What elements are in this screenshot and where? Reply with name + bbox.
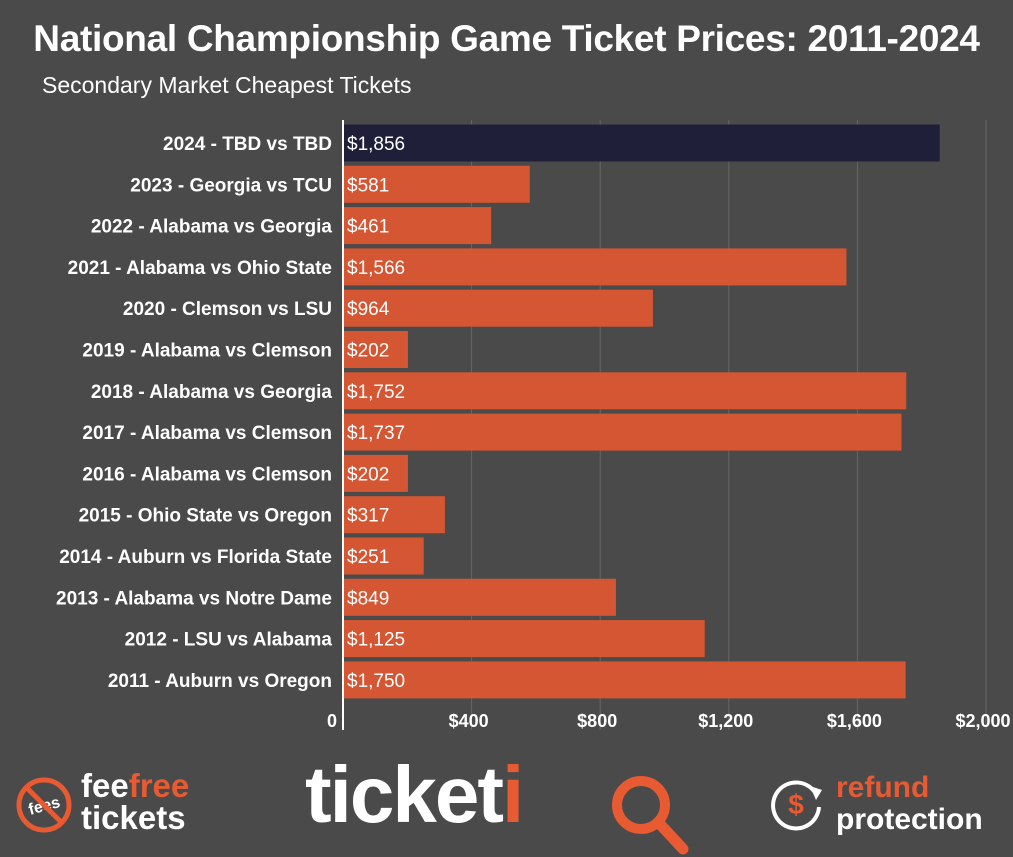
tickets-word: tickets (81, 799, 186, 836)
x-tick-label: $1,200 (698, 711, 753, 731)
bar (344, 165, 530, 203)
category-label: 2013 - Alabama vs Notre Dame (56, 588, 332, 609)
bar-value-label: $849 (347, 588, 389, 609)
fee-word: fee (81, 767, 129, 804)
category-label: 2024 - TBD vs TBD (163, 134, 332, 155)
bar-value-label: $1,566 (347, 258, 405, 279)
free-word: free (128, 767, 190, 804)
bar (344, 537, 424, 575)
x-tick-label: $1,600 (827, 711, 882, 731)
bar (344, 496, 445, 534)
bar (344, 620, 705, 658)
x-tick-label: $400 (449, 711, 489, 731)
bar-value-label: $317 (347, 506, 389, 527)
category-label: 2015 - Ohio State vs Oregon (79, 506, 332, 527)
bar (344, 413, 902, 451)
category-label: 2019 - Alabama vs Clemson (82, 341, 332, 362)
footer: fees feefree tickets ticketi $ refund pr… (0, 745, 1013, 855)
category-label: 2023 - Georgia vs TCU (130, 175, 332, 196)
refund-protection-text: refund protection (836, 772, 983, 836)
protection-word: protection (836, 803, 983, 836)
category-label: 2016 - Alabama vs Clemson (82, 464, 332, 485)
category-label: 2018 - Alabama vs Georgia (91, 382, 333, 403)
ticketiq-wordmark: ticketi (305, 755, 524, 835)
bar (344, 207, 492, 245)
bar (344, 331, 408, 368)
bar-value-label: $202 (347, 341, 389, 362)
bar-value-label: $202 (347, 464, 389, 485)
x-tick-label: $2,000 (955, 711, 1010, 731)
x-tick-label: $800 (577, 711, 617, 731)
refund-dollar-icon: $ (771, 780, 822, 831)
bar (344, 661, 906, 699)
ticketiq-logo: ticketi (305, 755, 705, 855)
bar-chart: $1,856 $581 $461 $1,566 $964 $202 $1,752 $1,737… (56, 120, 1011, 731)
category-label: 2012 - LSU vs Alabama (125, 630, 333, 651)
bar-value-label: $1,125 (347, 630, 405, 651)
bar (344, 578, 616, 616)
category-label: 2020 - Clemson vs LSU (123, 299, 332, 320)
refund-word: refund (836, 771, 930, 804)
bar-value-label: $1,856 (347, 134, 405, 155)
category-labels: 2024 - TBD vs TBD 2023 - Georgia vs TCU 20… (56, 134, 332, 692)
bar-value-label: $1,750 (347, 671, 405, 692)
bar-value-label: $581 (347, 175, 389, 196)
category-label: 2014 - Auburn vs Florida State (59, 547, 332, 568)
magnifier-q-icon (612, 776, 689, 855)
chart-subtitle: Secondary Market Cheapest Tickets (42, 72, 412, 98)
ticket-word: ticket (305, 750, 504, 839)
fee-free-tickets-text: feefree tickets (81, 767, 190, 836)
chart-title: National Championship Game Ticket Prices… (33, 18, 980, 59)
no-fees-icon: fees (16, 777, 72, 833)
bars: $1,856 $581 $461 $1,566 $964 $202 $1,752 $1,737… (344, 124, 940, 699)
bar (344, 248, 847, 286)
bar-value-label: $964 (347, 299, 390, 320)
category-label: 2022 - Alabama vs Georgia (91, 217, 333, 238)
bar (344, 124, 940, 162)
x-tick-label: 0 (327, 711, 337, 731)
category-label: 2017 - Alabama vs Clemson (82, 423, 332, 444)
x-tick-labels: 0 $400 $800 $1,200 $1,600 $2,000 (327, 711, 1011, 731)
bar (344, 372, 907, 410)
category-label: 2011 - Auburn vs Oregon (108, 671, 332, 692)
i-letter: i (501, 750, 524, 839)
bar-value-label: $1,752 (347, 382, 405, 403)
bar-value-label: $251 (347, 547, 389, 568)
bar (344, 289, 653, 327)
bar-value-label: $1,737 (347, 423, 405, 444)
bar-value-label: $461 (347, 217, 389, 238)
category-label: 2021 - Alabama vs Ohio State (68, 258, 332, 279)
svg-text:$: $ (788, 789, 804, 820)
bar (344, 454, 408, 492)
